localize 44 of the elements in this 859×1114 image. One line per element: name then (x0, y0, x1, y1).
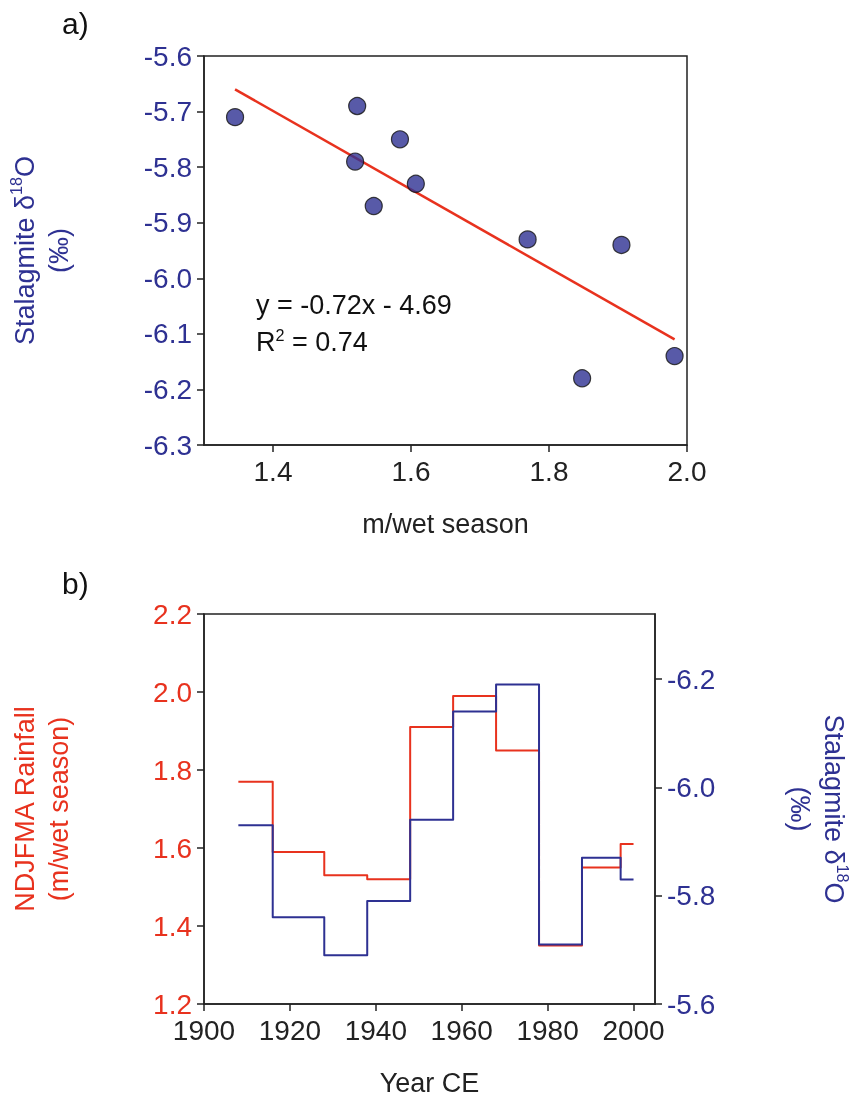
x-tick-label: 2000 (602, 1014, 665, 1046)
y-tick-label: -6.0 (143, 262, 192, 294)
text: a) (62, 6, 89, 40)
point (390, 130, 410, 149)
y-tick-label: 1.4 (153, 910, 192, 942)
point (518, 230, 537, 249)
point (665, 346, 684, 366)
y-tick-label: -6.3 (143, 429, 192, 461)
y-tick-label: -5.8 (143, 151, 192, 183)
y-tick-label: -5.6 (143, 40, 192, 72)
point (348, 96, 367, 116)
y-tick-label: -5.9 (143, 207, 192, 239)
y2-tick-label: -5.8 (667, 880, 716, 912)
y-tick-label: -5.7 (143, 96, 192, 128)
y-tick-label: -6.2 (143, 373, 192, 405)
y2-tick-label: -5.6 (667, 988, 716, 1020)
y-tick-label: 2.2 (153, 598, 192, 630)
y-tick-label: 2.0 (153, 676, 192, 708)
x-axis-title: Year CE (379, 1068, 480, 1098)
y2-tick-label: -6.0 (667, 771, 716, 803)
point (346, 152, 365, 171)
annotation: y = -0.72x - 4.69 (256, 289, 452, 320)
text: Stalagmite δ18O (‰) (785, 714, 852, 904)
text: Stalagmite δ18O (‰) (7, 155, 74, 346)
x-tick-label: 2.0 (667, 455, 707, 487)
y-tick-label: -6.1 (143, 318, 192, 350)
text: b) (62, 566, 89, 600)
x-tick-label: 1980 (516, 1014, 579, 1046)
x-axis-title: m/wet season (362, 509, 529, 539)
y-tick-label: 1.6 (153, 832, 192, 864)
x-tick-label: 1920 (258, 1014, 322, 1046)
point (225, 108, 245, 127)
point (612, 235, 631, 255)
point (573, 369, 592, 388)
point (364, 196, 383, 216)
y2-tick-label: -6.2 (667, 663, 716, 695)
x-tick-label: 1.4 (253, 455, 293, 487)
x-tick-label: 1.6 (391, 455, 431, 487)
x-tick-label: 1.8 (529, 455, 569, 487)
point (406, 174, 425, 193)
y-axis-title: NDJFMA Rainfall (m/wet season) (10, 706, 74, 912)
x-tick-label: 1960 (430, 1014, 493, 1046)
y-tick-label: 1.8 (153, 754, 192, 786)
x-tick-label: 1940 (344, 1014, 407, 1046)
